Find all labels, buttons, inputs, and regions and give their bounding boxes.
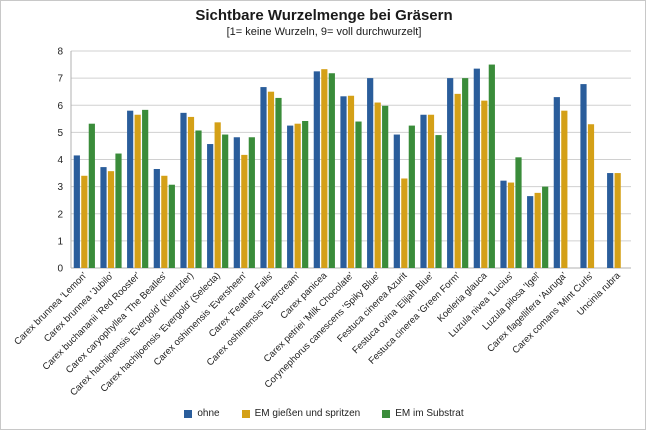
bar [168,184,175,268]
y-tick-label: 4 [57,155,63,166]
y-tick-label: 6 [57,101,63,112]
bar [340,96,347,268]
bar [401,178,408,268]
bar [222,134,229,268]
legend-label: EM im Substrat [395,408,464,419]
bar [587,124,595,268]
bar [260,87,267,268]
y-tick-label: 8 [57,47,63,58]
bar [107,171,115,268]
y-tick-label: 7 [57,74,63,85]
bar [187,116,195,268]
bar [481,100,488,268]
bar [374,102,381,268]
bar [294,123,301,268]
legend-swatch [241,409,250,418]
chart-subtitle: [1= keine Wurzeln, 9= voll durchwurzelt] [226,26,422,38]
bar [488,64,495,268]
bar [462,78,469,268]
bar [267,91,275,268]
bar [195,130,202,268]
y-tick-label: 5 [57,128,63,139]
bar [500,180,507,268]
bar [607,173,614,268]
bar [542,186,549,268]
bar [367,78,374,268]
bar [527,196,534,268]
bar [507,182,515,268]
bar [134,114,141,269]
bar [115,153,122,268]
bar [180,112,187,268]
legend-item: ohne [184,408,220,419]
bar [580,84,587,268]
legend-swatch [382,409,391,418]
bar [248,137,255,268]
bar [447,78,454,268]
chart-legend: ohne EM gießen und spritzen EM im Substrat [1,408,646,419]
legend-label: ohne [197,408,220,419]
bar [454,93,461,268]
bar [73,155,80,268]
bar [127,110,134,268]
bar [328,73,335,269]
y-tick-label: 2 [57,209,63,220]
bar [561,110,568,268]
legend-swatch [184,409,193,418]
bar [515,157,522,268]
bar [355,121,362,269]
bar [408,125,415,268]
bar [321,69,328,268]
bar [473,68,480,268]
bar [287,125,294,268]
bar [614,173,621,268]
bar [382,105,389,268]
bar [435,135,442,268]
bar [81,175,88,268]
bar [161,175,168,268]
bar [241,154,248,268]
y-tick-label: 3 [57,182,63,193]
bar [553,97,560,268]
legend-item: EM im Substrat [382,408,464,419]
bar [420,114,427,269]
bar [153,168,160,268]
bar [313,71,320,268]
bar [534,192,541,268]
bar [142,109,149,268]
bar [427,114,435,269]
bar [88,123,95,268]
bar [347,95,355,268]
bar [207,144,214,268]
legend-label: EM gießen und spritzen [254,408,361,419]
chart-title: Sichtbare Wurzelmenge bei Gräsern [195,7,453,24]
bar [393,134,400,268]
bar [100,167,107,268]
bar [214,122,221,269]
y-tick-label: 1 [57,236,63,247]
bar [302,120,309,268]
legend-item: EM gießen und spritzen [241,408,361,419]
bar [233,137,240,268]
bar [275,97,282,269]
y-tick-label: 0 [57,264,63,275]
